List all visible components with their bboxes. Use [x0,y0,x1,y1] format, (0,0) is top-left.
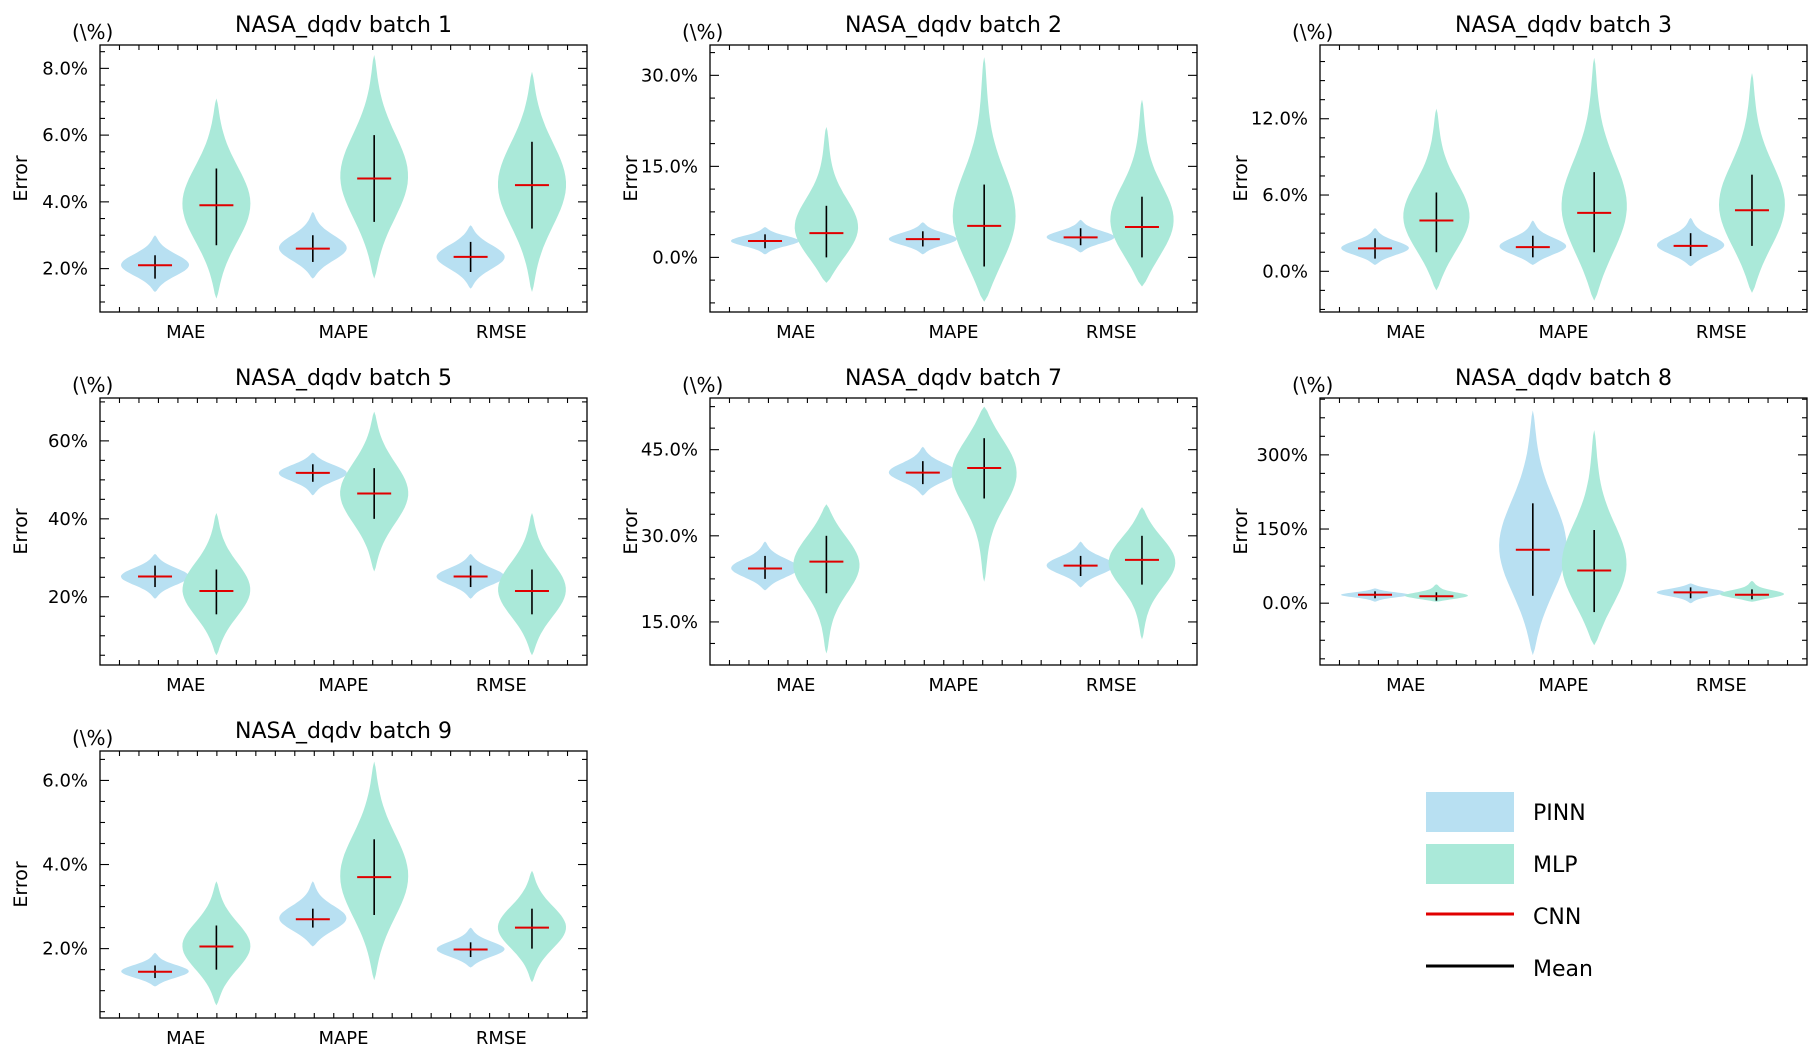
y-tick-label: 4.0% [42,192,88,213]
axes-frame [99,750,588,1019]
y-tick-label: 6.0% [1262,185,1308,206]
unit-label: (\%) [1292,373,1333,397]
x-category-label: RMSE [1696,322,1747,343]
y-tick-label: 8.0% [42,58,88,79]
y-axis-label: Error [620,508,642,555]
y-tick-label: 45.0% [641,440,698,461]
y-tick-label: 30.0% [641,526,698,547]
y-tick-label: 300% [1257,445,1308,466]
x-category-label: MAE [776,322,815,343]
unit-label: (\%) [72,20,113,44]
y-tick-label: 12.0% [1251,109,1308,130]
y-tick-label: 6.0% [42,770,88,791]
x-category-label: MAPE [318,675,368,696]
x-category-label: MAPE [928,675,978,696]
legend-label-mlp: MLP [1533,853,1578,878]
axes-frame [1319,397,1808,666]
x-category-label: MAE [166,675,205,696]
unit-label: (\%) [1292,20,1333,44]
legend-label-pinn: PINN [1533,801,1586,826]
axes-frame [709,44,1198,313]
x-category-label: MAE [1386,322,1425,343]
y-tick-label: 15.0% [641,156,698,177]
y-axis-label: Error [10,155,32,202]
y-tick-label: 15.0% [641,612,698,633]
subplot-4: NASA_dqdv batch 5 (\%) Error 20% 40% 60% MAE MA… [10,366,588,696]
x-category-label: MAE [1386,675,1425,696]
y-axis-label: Error [1230,508,1252,555]
subplot-title: NASA_dqdv batch 3 [1455,13,1672,38]
y-axis-label: Error [620,155,642,202]
axes-frame [99,44,588,313]
legend-swatch-pinn [1426,792,1514,832]
y-tick-label: 30.0% [641,65,698,86]
axes-frame [99,397,588,666]
x-category-label: MAE [166,322,205,343]
unit-label: (\%) [72,373,113,397]
subplot-title: NASA_dqdv batch 8 [1455,366,1672,391]
y-tick-label: 40% [48,509,88,530]
y-tick-label: 60% [48,431,88,452]
y-tick-label: 0.0% [1262,261,1308,282]
axes-frame [1319,44,1808,313]
x-category-label: RMSE [1086,322,1137,343]
x-category-label: RMSE [476,322,527,343]
unit-label: (\%) [682,20,723,44]
x-category-label: MAE [166,1028,205,1049]
figure-legend: PINN MLP CNN Mean [1426,792,1593,982]
y-tick-label: 6.0% [42,125,88,146]
x-category-label: MAPE [1538,322,1588,343]
legend-label-cnn: CNN [1533,905,1581,930]
y-tick-label: 20% [48,587,88,608]
y-tick-label: 2.0% [42,259,88,280]
subplot-1: NASA_dqdv batch 1 (\%) Error 2.0% 4.0% 6.0% 8.… [10,13,588,343]
x-category-label: RMSE [476,675,527,696]
x-category-label: MAPE [318,322,368,343]
subplot-7: NASA_dqdv batch 9 (\%) Error 2.0% 4.0% 6.0% MA… [10,719,588,1049]
y-tick-label: 0.0% [1262,593,1308,614]
y-axis-label: Error [10,861,32,908]
y-axis-label: Error [1230,155,1252,202]
violin-mlp-mape [952,57,1016,302]
legend-label-mean: Mean [1533,957,1593,982]
subplot-3: NASA_dqdv batch 3 (\%) Error 0.0% 6.0% 12.0% M… [1230,13,1808,343]
subplot-title: NASA_dqdv batch 2 [845,13,1062,38]
subplot-title: NASA_dqdv batch 1 [235,13,452,38]
legend-swatch-mlp [1426,844,1514,884]
y-tick-label: 2.0% [42,939,88,960]
violin-mlp-mae [794,126,859,283]
x-category-label: MAE [776,675,815,696]
x-category-label: MAPE [318,1028,368,1049]
subplot-5: NASA_dqdv batch 7 (\%) Error 15.0% 30.0% 45.0… [620,366,1198,696]
x-category-label: RMSE [1696,675,1747,696]
subplot-grid: NASA_dqdv batch 1 (\%) Error 2.0% 4.0% 6.0% 8.… [10,13,1808,1049]
subplot-2: NASA_dqdv batch 2 (\%) Error 0.0% 15.0% 30.0%… [620,13,1198,343]
x-category-label: RMSE [476,1028,527,1049]
x-category-label: RMSE [1086,675,1137,696]
subplot-title: NASA_dqdv batch 5 [235,366,452,391]
subplot-title: NASA_dqdv batch 9 [235,719,452,744]
subplot-title: NASA_dqdv batch 7 [845,366,1062,391]
subplot-6: NASA_dqdv batch 8 (\%) Error 0.0% 150% 300% MA… [1230,366,1808,696]
unit-label: (\%) [682,373,723,397]
y-tick-label: 150% [1257,519,1308,540]
y-axis-label: Error [10,508,32,555]
violin-mlp-rmse [1110,99,1174,287]
y-tick-label: 4.0% [42,855,88,876]
unit-label: (\%) [72,726,113,750]
x-category-label: MAPE [1538,675,1588,696]
axes-frame [709,397,1198,666]
y-tick-label: 0.0% [652,247,698,268]
x-category-label: MAPE [928,322,978,343]
